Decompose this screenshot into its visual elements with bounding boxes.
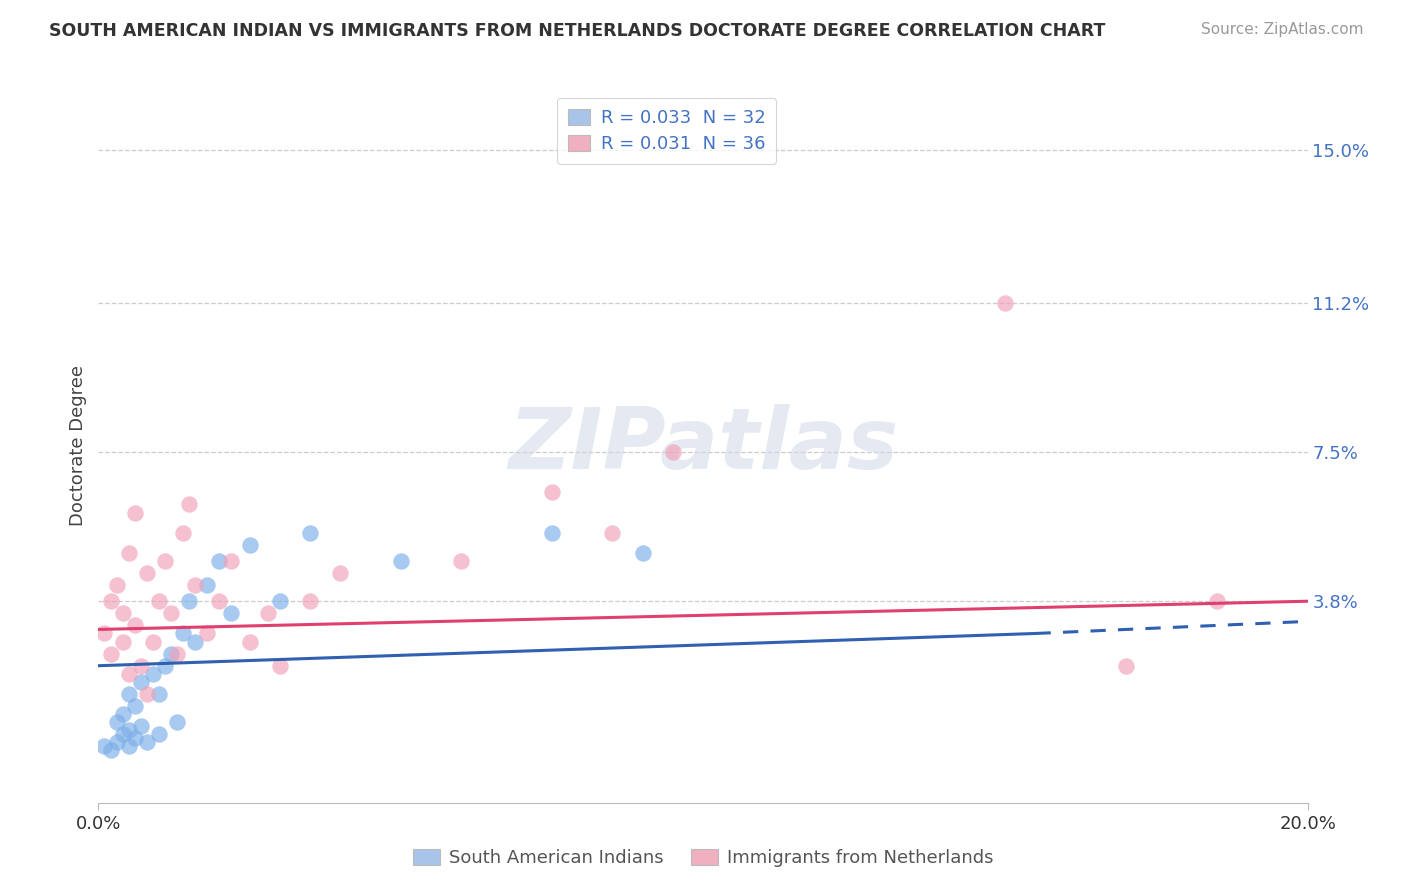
Point xyxy=(135,687,157,701)
Point xyxy=(1206,594,1229,608)
Text: SOUTH AMERICAN INDIAN VS IMMIGRANTS FROM NETHERLANDS DOCTORATE DEGREE CORRELATIO: SOUTH AMERICAN INDIAN VS IMMIGRANTS FROM… xyxy=(49,22,1105,40)
Point xyxy=(184,578,207,592)
Point xyxy=(100,594,122,608)
Point xyxy=(142,634,165,648)
Point xyxy=(172,525,194,540)
Point xyxy=(179,498,201,512)
Point xyxy=(135,735,157,749)
Point xyxy=(118,546,141,560)
Point xyxy=(124,618,146,632)
Point xyxy=(450,554,472,568)
Point xyxy=(540,525,562,540)
Legend: R = 0.033  N = 32, R = 0.031  N = 36: R = 0.033 N = 32, R = 0.031 N = 36 xyxy=(557,98,776,163)
Point xyxy=(124,506,146,520)
Point xyxy=(129,658,152,673)
Point xyxy=(118,687,141,701)
Point xyxy=(105,735,128,749)
Y-axis label: Doctorate Degree: Doctorate Degree xyxy=(69,366,87,526)
Text: ZIPatlas: ZIPatlas xyxy=(508,404,898,488)
Point xyxy=(111,707,134,722)
Point xyxy=(269,594,291,608)
Point xyxy=(239,538,262,552)
Point xyxy=(93,626,115,640)
Legend: South American Indians, Immigrants from Netherlands: South American Indians, Immigrants from … xyxy=(405,841,1001,874)
Point xyxy=(631,546,654,560)
Point xyxy=(166,647,188,661)
Point xyxy=(118,739,141,754)
Point xyxy=(124,731,146,746)
Point xyxy=(100,647,122,661)
Point xyxy=(195,626,218,640)
Point xyxy=(221,554,243,568)
Point xyxy=(661,445,683,459)
Point xyxy=(184,634,207,648)
Point xyxy=(540,485,562,500)
Point xyxy=(172,626,194,640)
Point xyxy=(269,658,291,673)
Point xyxy=(329,566,352,580)
Point xyxy=(221,607,243,621)
Point xyxy=(208,594,231,608)
Point xyxy=(153,658,176,673)
Point xyxy=(148,727,170,741)
Point xyxy=(195,578,218,592)
Point xyxy=(299,594,322,608)
Point xyxy=(148,594,170,608)
Point xyxy=(111,634,134,648)
Point xyxy=(100,743,122,757)
Point xyxy=(124,699,146,714)
Point xyxy=(142,666,165,681)
Point xyxy=(118,723,141,738)
Point xyxy=(148,687,170,701)
Point xyxy=(602,525,624,540)
Text: Source: ZipAtlas.com: Source: ZipAtlas.com xyxy=(1201,22,1364,37)
Point xyxy=(129,719,152,733)
Point xyxy=(153,554,176,568)
Point xyxy=(299,525,322,540)
Point xyxy=(160,607,183,621)
Point xyxy=(239,634,262,648)
Point xyxy=(105,578,128,592)
Point xyxy=(111,727,134,741)
Point xyxy=(994,296,1017,310)
Point xyxy=(111,607,134,621)
Point xyxy=(129,674,152,689)
Point xyxy=(1115,658,1137,673)
Point xyxy=(166,715,188,730)
Point xyxy=(160,647,183,661)
Point xyxy=(93,739,115,754)
Point xyxy=(389,554,412,568)
Point xyxy=(256,607,278,621)
Point xyxy=(179,594,201,608)
Point xyxy=(118,666,141,681)
Point xyxy=(105,715,128,730)
Point xyxy=(208,554,231,568)
Point xyxy=(135,566,157,580)
